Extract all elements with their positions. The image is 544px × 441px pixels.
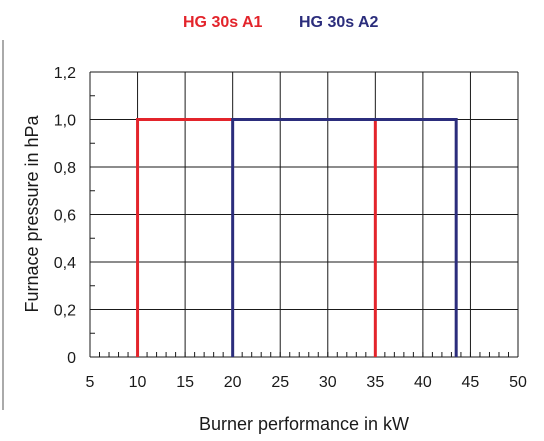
y-tick-label: 1,2 <box>54 65 76 82</box>
y-tick-label: 0,6 <box>54 208 76 225</box>
x-tick-label: 40 <box>414 374 432 391</box>
x-tick-label: 45 <box>462 374 480 391</box>
x-tick-label: 25 <box>271 374 289 391</box>
x-tick-label: 5 <box>86 374 95 391</box>
x-tick-label: 20 <box>224 374 242 391</box>
x-axis-title: Burner performance in kW <box>199 414 409 434</box>
series-line-a2 <box>231 118 458 357</box>
y-axis-title: Furnace pressure in hPa <box>22 114 42 312</box>
x-tick-label: 30 <box>319 374 337 391</box>
y-tick-label: 0 <box>67 350 76 367</box>
legend-entry-a2: HG 30s A2 <box>299 14 379 31</box>
tick-labels: 5 10 15 20 25 30 35 40 45 50 0 0,2 0,4 0,6 0,8 1,0 1,2 <box>54 65 527 391</box>
y-tick-label: 0,4 <box>54 255 76 272</box>
x-tick-label: 15 <box>176 374 194 391</box>
legend-entry-a1: HG 30s A1 <box>183 14 263 31</box>
series-layer <box>136 118 458 357</box>
series-line-a1 <box>136 118 377 357</box>
y-tick-label: 0,2 <box>54 303 76 320</box>
y-tick-label: 0,8 <box>54 160 76 177</box>
y-tick-label: 1,0 <box>54 113 76 130</box>
x-tick-label: 35 <box>366 374 384 391</box>
x-tick-label: 10 <box>129 374 147 391</box>
grid <box>89 71 519 358</box>
minor-ticks <box>89 71 519 358</box>
x-tick-label: 50 <box>509 374 527 391</box>
